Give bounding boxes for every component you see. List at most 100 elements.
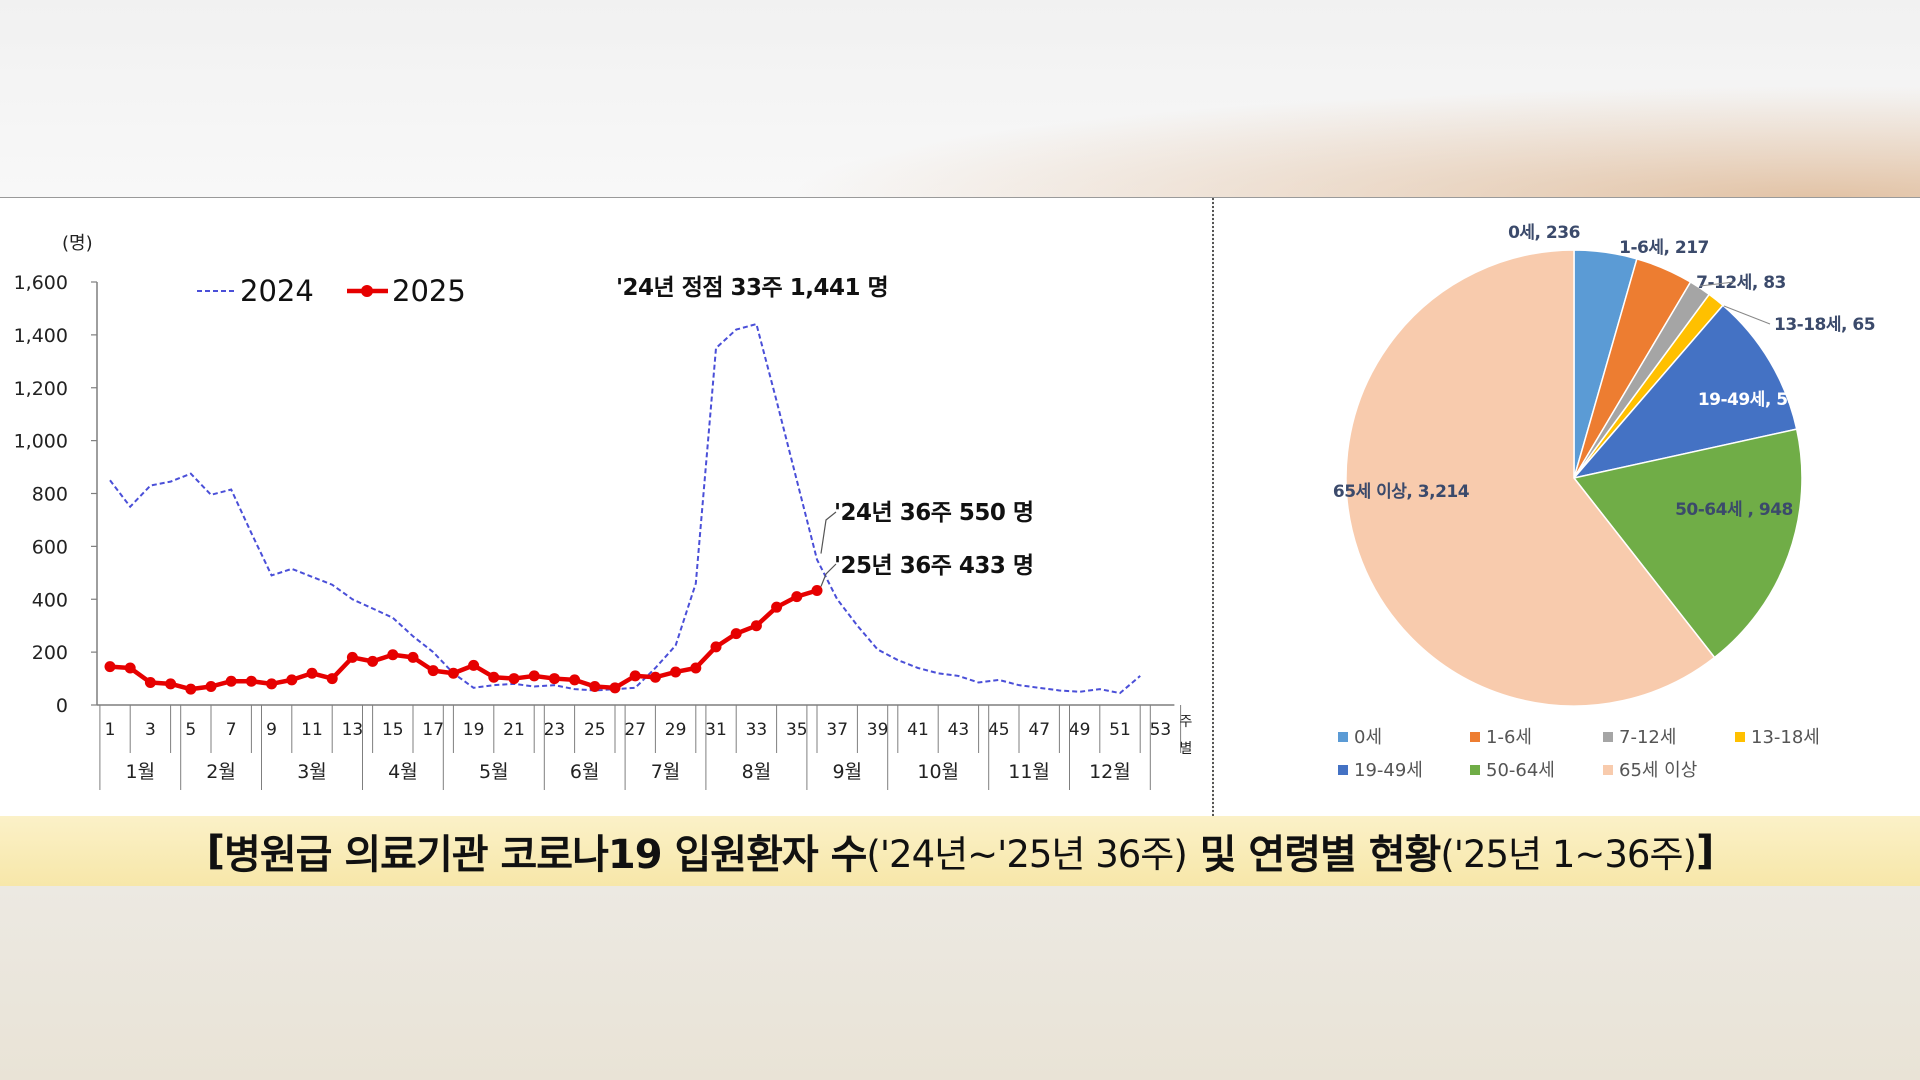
series-2025-point <box>488 671 500 683</box>
pie-data-label: 13-18세, 65 <box>1774 315 1875 335</box>
legend-label: 7-12세 <box>1619 727 1676 748</box>
legend-2024-label: 2024 <box>240 274 314 308</box>
x-tick-label: 45 <box>988 720 1010 740</box>
series-2025-point <box>387 649 399 661</box>
caption-title: 병원급 의료기관 코로나19 입원환자 수 <box>224 832 867 878</box>
series-2025-point <box>205 680 217 692</box>
y-tick-label: 1,600 <box>14 272 68 294</box>
legend-label: 19-49세 <box>1354 760 1423 781</box>
pie-slice-19-49세 <box>1571 304 1798 480</box>
pie-data-label: 65세 이상, 3,214 <box>1333 482 1470 502</box>
series-2025-point <box>427 665 439 677</box>
month-label: 10월 <box>917 761 959 783</box>
caption-period-1: ('24년~'25년 36주) <box>866 833 1187 876</box>
month-label: 4월 <box>388 761 418 783</box>
x-tick-label: 23 <box>544 720 566 740</box>
pie-data-label: 50-64세 , 948 <box>1675 500 1793 520</box>
series-2025-point <box>508 673 520 685</box>
series-2025-point <box>407 651 419 663</box>
pie-data-label: 1-6세, 217 <box>1619 238 1709 258</box>
x-tick-label: 19 <box>463 720 485 740</box>
series-2025-point <box>185 683 197 695</box>
series-2025-point <box>690 662 702 674</box>
x-tick-label: 41 <box>907 720 929 740</box>
x-tick-label: 7 <box>226 720 237 740</box>
annotation-2024-week36: '24년 36주 550 명 <box>834 500 1034 526</box>
x-tick-label: 51 <box>1109 720 1131 740</box>
background-top <box>0 0 1920 198</box>
pie-data-label: 19-49세, 543 <box>1698 390 1810 410</box>
series-2025-point <box>124 662 136 674</box>
x-tick-label: 49 <box>1069 720 1091 740</box>
x-tick-label: 5 <box>185 720 196 740</box>
y-tick-label: 800 <box>32 484 68 506</box>
x-tick-label: 21 <box>503 720 525 740</box>
leader-13-18 <box>1723 305 1771 325</box>
month-label: 6월 <box>570 761 600 783</box>
caption-close: ] <box>1695 828 1714 874</box>
panel-divider <box>1212 198 1214 816</box>
legend-label: 50-64세 <box>1486 760 1555 781</box>
pie-data-label: 0세, 236 <box>1508 223 1580 243</box>
series-2025-point <box>165 678 177 690</box>
legend-swatch <box>1603 732 1613 742</box>
pie-data-label: 7-12세, 83 <box>1696 273 1786 293</box>
x-tick-label: 3 <box>145 720 156 740</box>
series-2025-point <box>306 667 318 679</box>
legend-swatch <box>1338 732 1348 742</box>
series-2025-line <box>109 588 818 692</box>
pie-chart: 0세, 236 1-6세, 217 7-12세, 83 13-18세, 65 19-49… <box>1333 223 1876 781</box>
x-tick-label: 9 <box>266 720 277 740</box>
y-tick-label: 600 <box>32 536 68 558</box>
x-tick-label: 37 <box>826 720 848 740</box>
month-label: 11월 <box>1008 761 1050 783</box>
legend-label: 65세 이상 <box>1619 760 1697 781</box>
series-2025-point <box>346 651 358 663</box>
line-chart-panel: 0 200 400 600 800 1,000 1,200 1,400 1,600 (명) 1 3 5 7… <box>0 198 1212 816</box>
x-tick-label: 47 <box>1028 720 1050 740</box>
y-unit-label: (명) <box>62 233 93 254</box>
y-tick-label: 200 <box>32 642 68 664</box>
series-2025-point <box>367 655 379 667</box>
x-tick-label: 35 <box>786 720 808 740</box>
month-label: 5월 <box>479 761 509 783</box>
series-2025-point <box>710 641 722 653</box>
caption-open: [ <box>206 828 225 874</box>
x-tick-label: 17 <box>422 720 444 740</box>
series-2024-line <box>109 322 1141 695</box>
pie-slice-65세 이상 <box>1345 249 1716 707</box>
x-tick-label: 53 <box>1150 720 1172 740</box>
x-tick-label: 29 <box>665 720 687 740</box>
series-2025-point <box>609 682 621 694</box>
x-tick-label: 27 <box>624 720 646 740</box>
month-label: 9월 <box>833 761 863 783</box>
series-2025-point <box>286 674 298 686</box>
legend-swatch <box>1735 732 1745 742</box>
series-2025-point <box>811 585 823 597</box>
x-axis-label-1: 주 <box>1180 714 1193 730</box>
series-2025-point <box>771 601 783 613</box>
month-label: 3월 <box>297 761 327 783</box>
series-2025-point <box>791 591 803 603</box>
figure-caption: [ 병원급 의료기관 코로나19 입원환자 수 ('24년~'25년 36주) … <box>0 816 1920 886</box>
annotation-peak-2024: '24년 정점 33주 1,441 명 <box>616 275 888 301</box>
legend-label: 0세 <box>1354 727 1382 748</box>
x-tick-label: 43 <box>948 720 970 740</box>
month-label: 1월 <box>126 761 156 783</box>
month-label: 12월 <box>1089 761 1131 783</box>
series-2025-point <box>629 670 641 682</box>
annotation-2025-week36: '25년 36주 433 명 <box>834 553 1034 579</box>
series-2025-point <box>649 671 661 683</box>
legend-label: 13-18세 <box>1751 727 1820 748</box>
x-tick-label: 15 <box>382 720 404 740</box>
y-tick-label: 0 <box>56 695 68 717</box>
series-2025-point <box>245 675 257 687</box>
series-2025-point <box>447 667 459 679</box>
top-rule <box>0 197 1920 198</box>
series-2025-point <box>225 675 237 687</box>
leader-7-12 <box>1699 281 1735 287</box>
x-tick-label: 11 <box>301 720 323 740</box>
x-tick-label: 39 <box>867 720 889 740</box>
caption-period-2: ('25년 1~36주) <box>1440 833 1697 876</box>
y-tick-label: 1,400 <box>14 325 68 347</box>
